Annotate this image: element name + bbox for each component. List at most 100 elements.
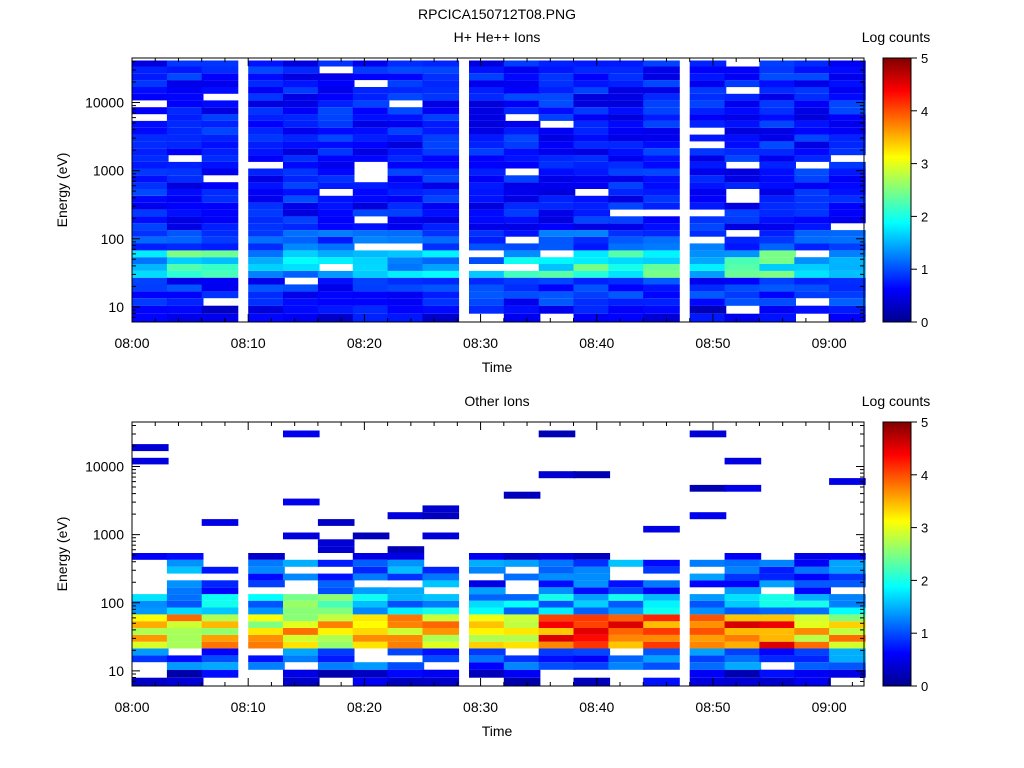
- heatmap-cell: [503, 277, 541, 285]
- heatmap-cell: [794, 641, 831, 649]
- heatmap-cell: [248, 580, 285, 588]
- heatmap-cell: [201, 195, 239, 203]
- heatmap-cell: [283, 621, 320, 628]
- heatmap-cell: [469, 216, 506, 224]
- heatmap-cell: [829, 80, 866, 88]
- heatmap-cell: [724, 457, 762, 465]
- heatmap-cell: [538, 573, 576, 581]
- heatmap-cell: [166, 614, 204, 622]
- heatmap-cell: [201, 291, 239, 299]
- heatmap-cell: [643, 641, 680, 649]
- heatmap-cell: [422, 634, 460, 642]
- heatmap-cell: [469, 195, 506, 203]
- heatmap-cell: [132, 73, 169, 81]
- heatmap-cell: [538, 107, 576, 115]
- heatmap-cell: [643, 525, 680, 533]
- heatmap-cell: [422, 107, 460, 115]
- heatmap-cell: [643, 587, 680, 595]
- heatmap-cell: [283, 594, 320, 601]
- heatmap-cell: [201, 243, 239, 251]
- heatmap-cell: [643, 284, 680, 292]
- heatmap-cell: [794, 73, 831, 81]
- heatmap-cell: [422, 216, 460, 224]
- heatmap-cell: [283, 209, 320, 217]
- heatmap-cell: [794, 107, 831, 115]
- heatmap-cell: [724, 291, 762, 299]
- heatmap-cell: [759, 580, 796, 588]
- heatmap-cell: [132, 161, 169, 169]
- colorbar-tick-label: 3: [921, 521, 928, 536]
- heatmap-cell: [643, 73, 680, 81]
- heatmap-cell: [469, 559, 506, 567]
- heatmap-cell: [248, 263, 285, 271]
- heatmap-cell: [829, 236, 866, 244]
- heatmap-cell: [317, 627, 355, 635]
- heatmap-cell: [387, 546, 425, 553]
- heatmap-cell: [794, 621, 831, 628]
- heatmap-cell: [503, 614, 541, 622]
- heatmap-cell: [643, 580, 680, 588]
- heatmap-cell: [317, 87, 355, 94]
- heatmap-cell: [538, 263, 576, 271]
- heatmap-cell: [829, 313, 866, 322]
- heatmap-cell: [759, 148, 796, 156]
- heatmap-cell: [387, 107, 425, 115]
- heatmap-cell: [794, 305, 831, 314]
- x-axis-label: Time: [482, 359, 513, 375]
- heatmap-cell: [166, 600, 204, 608]
- heatmap-cell: [422, 87, 460, 94]
- heatmap-cell: [248, 182, 285, 189]
- heatmap-cell: [352, 532, 390, 540]
- heatmap-cell: [829, 182, 866, 189]
- heatmap-cell: [283, 669, 320, 678]
- heatmap-cell: [201, 134, 239, 142]
- heatmap-cell: [166, 127, 204, 135]
- heatmap-cell: [724, 587, 762, 595]
- heatmap-cell: [283, 600, 320, 608]
- heatmap-cell: [503, 270, 541, 278]
- heatmap-cell: [283, 114, 320, 121]
- heatmap-cell: [689, 614, 727, 622]
- heatmap-cell: [573, 580, 611, 588]
- heatmap-cell: [166, 627, 204, 635]
- heatmap-cell: [538, 202, 576, 210]
- heatmap-cell: [352, 155, 390, 162]
- heatmap-cell: [317, 182, 355, 189]
- heatmap-cell: [689, 189, 727, 196]
- heatmap-cell: [829, 298, 866, 306]
- heatmap-cell: [387, 66, 425, 74]
- heatmap-cell: [829, 66, 866, 74]
- heatmap-cell: [317, 669, 355, 678]
- heatmap-cell: [794, 566, 831, 574]
- heatmap-cell: [689, 621, 727, 628]
- heatmap-cell: [643, 182, 680, 189]
- heatmap-cell: [689, 669, 727, 678]
- heatmap-cell: [643, 257, 680, 264]
- heatmap-cell: [608, 223, 645, 231]
- heatmap-cell: [132, 134, 169, 142]
- heatmap-cell: [387, 155, 425, 162]
- heatmap-cell: [317, 594, 355, 601]
- heatmap-cell: [352, 87, 390, 94]
- heatmap-cell: [132, 93, 169, 101]
- heatmap-cell: [829, 607, 866, 615]
- heatmap-cell: [503, 66, 541, 74]
- heatmap-cell: [608, 127, 645, 135]
- heatmap-cell: [387, 594, 425, 601]
- heatmap-cell: [352, 594, 390, 601]
- heatmap-cell: [248, 168, 285, 176]
- heatmap-cell: [643, 161, 680, 169]
- heatmap-cell: [248, 93, 285, 101]
- heatmap-cell: [317, 80, 355, 88]
- heatmap-cell: [283, 430, 320, 438]
- heatmap-cell: [573, 80, 611, 88]
- heatmap-cell: [538, 60, 576, 67]
- heatmap-cell: [724, 80, 762, 88]
- heatmap-cell: [689, 107, 727, 115]
- heatmap-cell: [643, 634, 680, 642]
- heatmap-cell: [724, 127, 762, 135]
- heatmap-cell: [689, 641, 727, 649]
- heatmap-cell: [387, 677, 425, 686]
- heatmap-cell: [387, 277, 425, 285]
- heatmap-cell: [248, 114, 285, 121]
